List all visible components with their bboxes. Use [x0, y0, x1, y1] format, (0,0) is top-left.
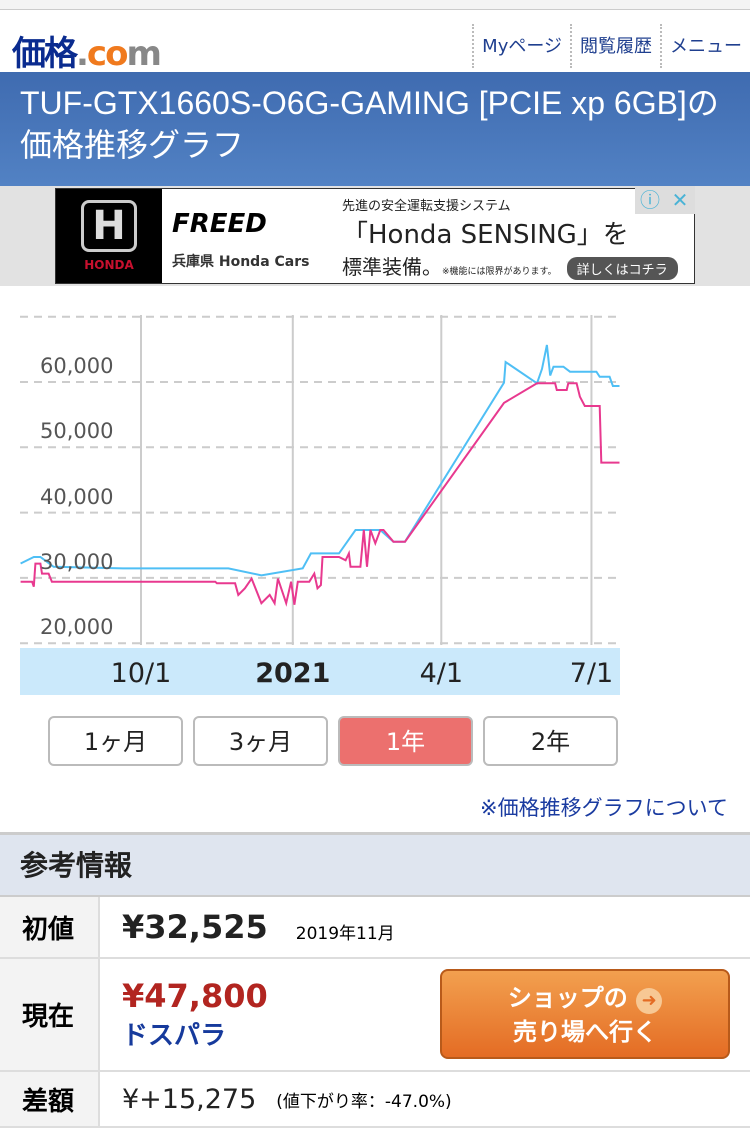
- difference-value: ¥+15,275: [122, 1083, 257, 1115]
- header-nav: Myページ 閲覧履歴 メニュー: [472, 24, 750, 68]
- info-icon[interactable]: ⓘ: [635, 186, 665, 214]
- kakaku-logo[interactable]: 価格.com: [12, 34, 162, 74]
- range-1-month-button[interactable]: 1ヶ月: [48, 716, 183, 766]
- range-2-year-button[interactable]: 2年: [483, 716, 618, 766]
- y-tick-label: 50,000: [40, 419, 114, 444]
- difference-label: 差額: [0, 1072, 100, 1126]
- range-3-month-button[interactable]: 3ヶ月: [193, 716, 328, 766]
- reference-info-heading: 参考情報: [0, 835, 750, 897]
- y-tick-label: 30,000: [40, 549, 114, 574]
- ad-line2: 「Honda SENSING」を: [342, 220, 629, 250]
- x-tick-label: 2021: [255, 658, 331, 689]
- y-tick-label: 20,000: [40, 615, 114, 640]
- current-price: ¥47,800: [122, 977, 268, 1015]
- shop-name-link[interactable]: ドスパラ: [122, 1021, 227, 1051]
- browser-top-bar: [0, 0, 750, 10]
- about-graph-link[interactable]: ※価格推移グラフについて: [480, 796, 728, 820]
- site-header: 価格.com Myページ 閲覧履歴 メニュー: [0, 10, 750, 74]
- initial-date: 2019年11月: [295, 923, 395, 944]
- x-tick-label: 4/1: [419, 658, 464, 689]
- initial-price: ¥32,525: [122, 908, 268, 946]
- page-title: TUF-GTX1660S-O6G-GAMING [PCIE xp 6GB]の価格…: [0, 72, 750, 186]
- x-tick-label: 7/1: [569, 658, 614, 689]
- ad-model: FREED: [172, 209, 267, 239]
- ad-line3: 標準装備。: [342, 255, 442, 279]
- range-1-year-button[interactable]: 1年: [338, 716, 473, 766]
- nav-history[interactable]: 閲覧履歴: [570, 24, 660, 68]
- ad-banner[interactable]: H HONDA FREED 兵庫県 Honda Cars 先進の安全運転支援システム…: [55, 188, 695, 284]
- reference-info: 参考情報 初値 ¥32,525 2019年11月 現在 ¥47,800 ドスパラ …: [0, 832, 750, 1128]
- x-axis-band: [20, 648, 620, 695]
- y-tick-label: 40,000: [40, 484, 114, 509]
- y-tick-label: 60,000: [40, 354, 114, 378]
- shop-button-line1: ショップの: [507, 984, 628, 1012]
- ad-banner-area: H HONDA FREED 兵庫県 Honda Cars 先進の安全運転支援システム…: [0, 186, 750, 286]
- price-chart: 60,000 50,000 40,000 30,000 20,000 10/1 2021 4…: [0, 300, 750, 700]
- price-chart-svg: [20, 315, 620, 645]
- current-label: 現在: [0, 959, 100, 1070]
- close-icon[interactable]: ✕: [665, 186, 695, 214]
- go-to-shop-button[interactable]: ショップの ➜ 売り場へ行く: [440, 969, 730, 1059]
- x-tick-label: 10/1: [110, 658, 172, 689]
- avg-price-line: [20, 344, 620, 577]
- arrow-right-circle-icon: ➜: [636, 988, 663, 1014]
- ad-line1: 先進の安全運転支援システム: [342, 199, 511, 214]
- shop-button-line2: 売り場へ行く: [513, 1018, 657, 1046]
- ad-note: ※機能には限界があります。: [442, 267, 557, 277]
- ad-cta[interactable]: 詳しくはコチラ: [566, 257, 678, 280]
- range-buttons: 1ヶ月 3ヶ月 1年 2年: [48, 716, 618, 766]
- min-price-line: [20, 382, 620, 607]
- ad-dealer: 兵庫県 Honda Cars: [172, 254, 310, 270]
- nav-menu[interactable]: メニュー: [660, 24, 750, 68]
- honda-logo: H HONDA: [56, 189, 162, 283]
- nav-mypage[interactable]: Myページ: [472, 24, 570, 68]
- initial-label: 初値: [0, 897, 100, 957]
- ad-brand: HONDA: [84, 258, 134, 272]
- difference-rate: (値下がり率：-47.0%): [276, 1091, 452, 1112]
